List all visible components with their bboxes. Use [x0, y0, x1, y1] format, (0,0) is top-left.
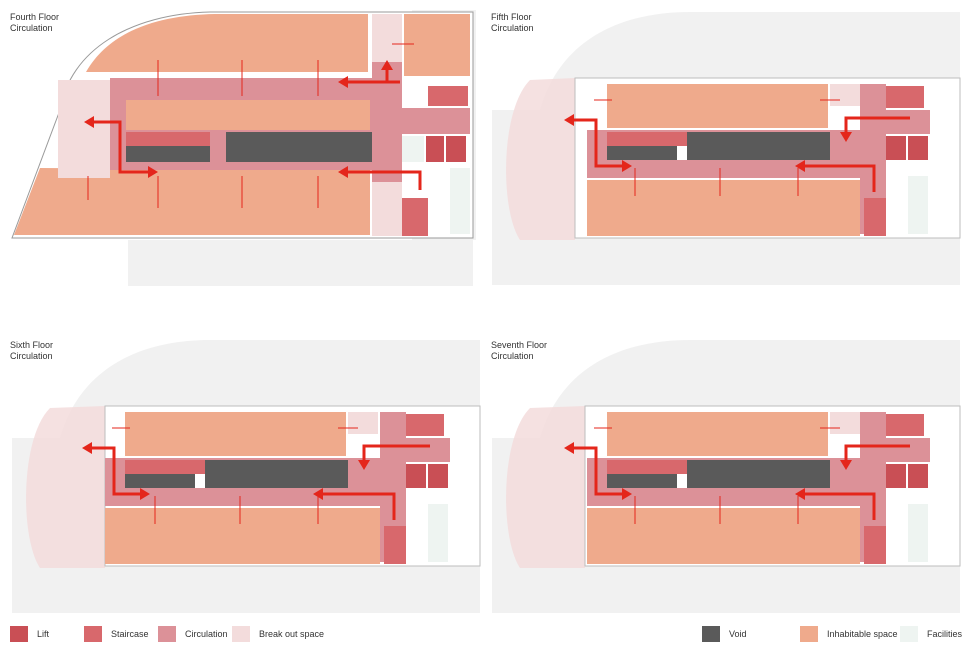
legend-label: Circulation: [185, 629, 228, 639]
floor-plan-drawing: [12, 340, 481, 613]
legend-break-out-space: Break out space: [232, 625, 324, 643]
legend-label: Inhabitable space: [827, 629, 898, 639]
plan-title-line1: Fifth Floor: [491, 12, 532, 22]
plan-title-line1: Sixth Floor: [10, 340, 54, 350]
legend-swatch: [232, 626, 250, 642]
floor-plan-drawing: [11, 10, 476, 286]
plan-fourth-floor: Fourth Floor Circulation: [0, 0, 480, 300]
plan-title: Sixth Floor Circulation: [10, 340, 53, 362]
legend-label: Facilities: [927, 629, 963, 639]
legend-swatch: [10, 626, 28, 642]
plan-title: Fifth Floor Circulation: [491, 12, 534, 34]
plan-title: Fourth Floor Circulation: [10, 12, 59, 34]
legend-swatch: [900, 626, 918, 642]
legend-label: Break out space: [259, 629, 325, 639]
legend-void: Void: [702, 625, 747, 643]
legend-swatch: [158, 626, 176, 642]
legend-facilities: Facilities: [900, 625, 962, 643]
plan-title-line1: Seventh Floor: [491, 340, 548, 350]
floor-plan-drawing: [492, 12, 961, 285]
legend-label: Lift: [37, 629, 50, 639]
plan-title-line2: Circulation: [10, 351, 53, 361]
legend-label: Void: [729, 629, 747, 639]
legend-staircase: Staircase: [84, 625, 149, 643]
plan-title-line1: Fourth Floor: [10, 12, 60, 22]
plan-seventh-floor: Seventh Floor Circulation: [480, 328, 971, 618]
plan-sixth-floor: Sixth Floor Circulation: [0, 328, 481, 618]
plan-fifth-floor: Fifth Floor Circulation: [480, 0, 971, 300]
plan-title-line2: Circulation: [491, 351, 534, 361]
floor-plan-drawing: [492, 340, 961, 613]
plan-title-line2: Circulation: [491, 23, 534, 33]
legend-swatch: [800, 626, 818, 642]
legend-inhabitable-space: Inhabitable space: [800, 625, 898, 643]
legend-label: Staircase: [111, 629, 149, 639]
legend-circulation: Circulation: [158, 625, 228, 643]
plan-title: Seventh Floor Circulation: [491, 340, 547, 362]
legend-lift: Lift: [10, 625, 49, 643]
plan-title-line2: Circulation: [10, 23, 53, 33]
legend-swatch: [84, 626, 102, 642]
legend-swatch: [702, 626, 720, 642]
